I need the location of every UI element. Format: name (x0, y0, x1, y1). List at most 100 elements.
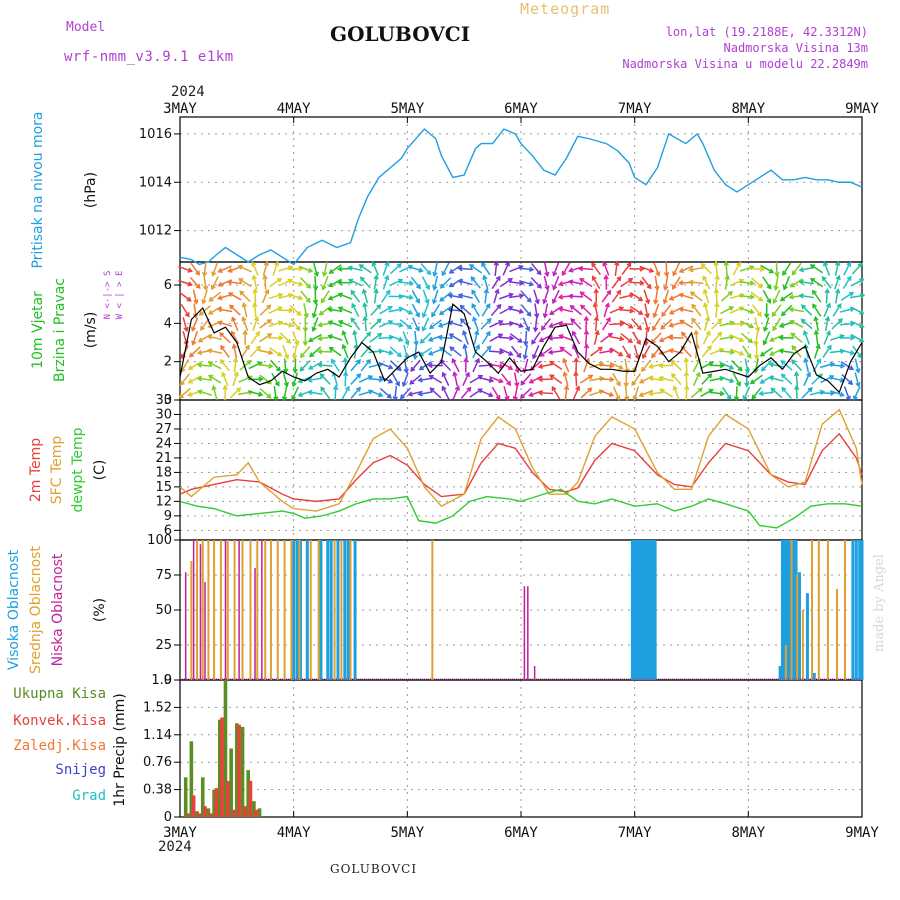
wind-arrow-head (668, 322, 674, 328)
wind-arrow (381, 290, 391, 303)
wind-arrow-head (283, 381, 289, 388)
wind-arrow-head (671, 284, 677, 290)
cloud-bar (784, 645, 787, 680)
wind-arrow (771, 387, 783, 399)
cloud-bar (787, 540, 791, 680)
cloud-bar (644, 540, 648, 680)
wind-arrow (362, 289, 369, 304)
cloud-bar (797, 572, 801, 680)
wind-arrow-head (859, 337, 865, 343)
wind-arrow-head (498, 319, 504, 325)
wind-arrow-head (459, 304, 465, 310)
y-tick-label: 0.76 (143, 755, 172, 770)
wind-arrow (411, 303, 420, 317)
wind-arrow-head (472, 316, 478, 322)
wind-arrow-head (195, 270, 201, 276)
wind-arrow (189, 346, 201, 358)
wind-arrow (594, 303, 599, 318)
wind-arrow-head (427, 350, 434, 356)
wind-arrow-head (641, 366, 646, 373)
wind-arrow-head (193, 299, 199, 305)
wind-arrow (739, 307, 754, 314)
wind-arrow-head (781, 386, 787, 392)
wind-arrow-head (327, 320, 333, 326)
wind-arrow (452, 386, 460, 400)
wind-arrow (483, 275, 489, 290)
wind-arrow (350, 387, 361, 399)
wind-arrow-head (187, 378, 193, 384)
wind-arrow (441, 262, 450, 276)
precip-legend-0: Ukupna Kisa (13, 686, 106, 702)
wind-arrow (651, 345, 662, 358)
wind-arrow-head (825, 302, 831, 308)
wind-arrow (472, 317, 479, 331)
wind-arrow-head (802, 329, 808, 336)
wind-arrow (433, 275, 439, 290)
wind-arrow (685, 386, 688, 401)
wind-arrow-head (309, 352, 315, 358)
wind-arrow-head (754, 354, 760, 361)
wind-arrow (772, 317, 781, 331)
wind-arrow (622, 345, 631, 359)
wind-arrow (398, 281, 413, 285)
wind-arrow-head (736, 381, 741, 387)
wind-arrow (319, 305, 332, 316)
cloud-bar (780, 540, 784, 680)
wind-arrow (834, 261, 839, 276)
wind-arrow-head (634, 354, 640, 360)
wind-arrow-head (437, 334, 443, 341)
cloud-bar (649, 540, 653, 680)
wind-arrow-head (518, 308, 525, 314)
wind-arrow-head (201, 299, 207, 305)
wind-arrow (790, 278, 804, 288)
precip-bar (203, 806, 207, 817)
wind-arrow (853, 386, 861, 400)
wind-arrow (731, 360, 743, 371)
wind-arrow-head (437, 322, 444, 328)
cloud-bar (792, 540, 796, 680)
wind-arrow-head (632, 395, 638, 402)
wind-arrow (572, 331, 581, 345)
wind-arrow-head (197, 389, 203, 395)
precip-bar (200, 777, 205, 817)
wind-arrow-head (337, 320, 344, 325)
wind-arrow-head (495, 275, 501, 281)
wind-arrow (645, 330, 648, 345)
wind-arrow-head (537, 376, 543, 383)
wind-arrow-head (568, 267, 574, 273)
wind-arrow-head (708, 361, 715, 367)
wind-arrow-head (728, 364, 735, 370)
wind-arrow-head (216, 306, 223, 313)
wind-arrow-head (262, 274, 268, 280)
wind-arrow-head (567, 279, 574, 285)
wind-arrow (449, 333, 463, 343)
wind-arrow-head (441, 371, 447, 377)
wind-arrow (410, 359, 421, 372)
wind-arrow-head (618, 364, 624, 370)
wind-arrow (422, 317, 430, 331)
wind-arrow-head (441, 271, 447, 277)
wind-arrow-head (428, 374, 434, 380)
wind-arrow-head (207, 374, 214, 380)
wind-arrow (552, 262, 560, 276)
wind-arrow-head (798, 293, 804, 299)
wind-arrow (363, 303, 368, 318)
wind-arrow-head (183, 326, 189, 333)
wind-arrow-head (292, 368, 298, 374)
wind-arrow-head (274, 381, 280, 387)
wind-arrow (599, 378, 614, 381)
wind-arrow-head (689, 291, 696, 297)
wind-arrow (673, 386, 680, 400)
wind-arrow-head (276, 277, 283, 283)
wind-arrow-head (780, 311, 786, 317)
wind-arrow-head (311, 326, 317, 333)
wind-arrow-head (299, 352, 305, 359)
wind-arrow (534, 303, 538, 318)
wind-arrow (364, 317, 367, 332)
wind-arrow (603, 303, 610, 318)
wind-arrow-head (268, 349, 274, 356)
y-tick-label: 9 (164, 509, 172, 524)
wind-arrow-head (702, 275, 708, 281)
wind-arrow (539, 363, 554, 368)
